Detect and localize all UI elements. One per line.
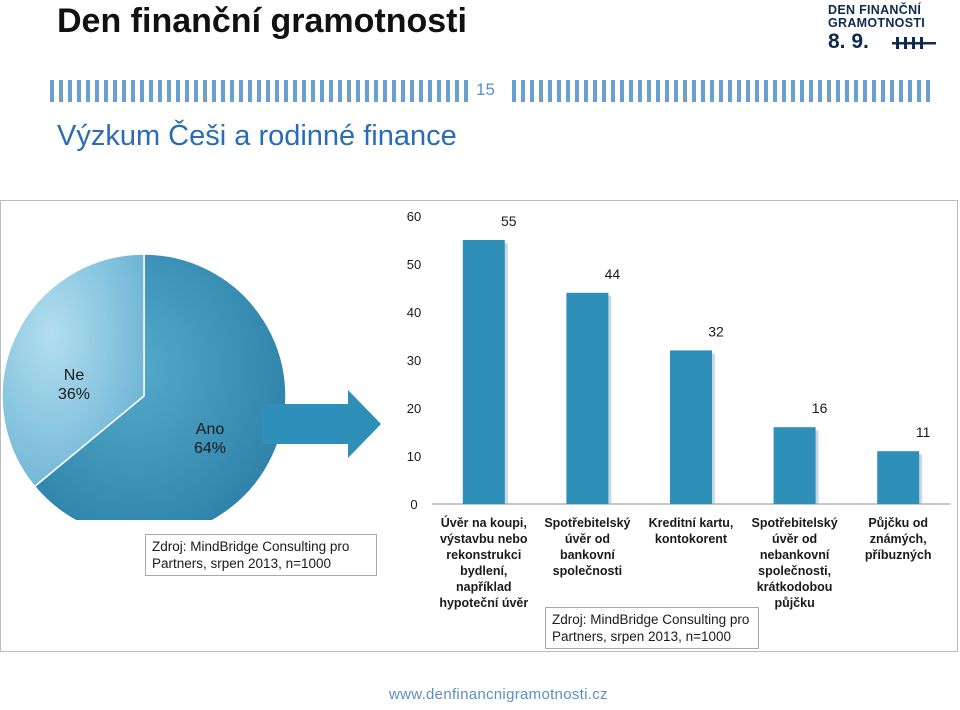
pie-slice-ne [1, 253, 145, 488]
bar-value-label: 16 [812, 400, 828, 416]
y-tick-label: 0 [410, 497, 417, 512]
bar [566, 292, 609, 504]
pie-source-note: Zdroj: MindBridge Consulting pro Partner… [145, 534, 377, 576]
pie-slice-ano [33, 253, 287, 520]
bar [670, 350, 712, 504]
pie-label-ne-value: 36% [57, 386, 91, 403]
y-tick-label: 20 [407, 401, 421, 416]
header-stripe-left [50, 80, 470, 102]
chart-frame [0, 200, 958, 652]
x-tick-label: Kreditní kartu, kontokorent [649, 516, 734, 546]
page-title: Den finanční gramotnosti [57, 2, 467, 40]
y-tick-label: 50 [407, 257, 421, 272]
x-tick-label: Půjčku od známých, příbuzných [865, 516, 932, 562]
bar-source-note: Zdroj: MindBridge Consulting pro Partner… [545, 607, 759, 649]
x-tick-label: Spotřebitelský úvěr od nebankovní společnos… [752, 516, 838, 610]
pie-label-ano-value: 64% [193, 440, 227, 457]
bar-value-label: 11 [916, 424, 931, 440]
bar [462, 240, 505, 504]
bar [877, 451, 920, 504]
logo-tally-icon [892, 37, 936, 49]
y-tick-label: 60 [407, 209, 421, 224]
pie-label-ne-name: Ne [63, 367, 85, 384]
pie-chart [1, 253, 287, 520]
y-tick-label: 30 [407, 353, 421, 368]
bar [773, 427, 816, 504]
arrow-right-icon [262, 390, 381, 458]
logo-date: 8. 9. [828, 30, 869, 53]
bar-value-label: 55 [501, 213, 517, 229]
logo-line-2: GRAMOTNOSTI [828, 16, 926, 30]
event-logo: DEN FINANČNÍ GRAMOTNOSTI 8. 9. [828, 3, 940, 53]
pie-label-ano-name: Ano [195, 421, 225, 438]
bar-value-label: 32 [708, 323, 724, 339]
y-tick-label: 10 [407, 449, 421, 464]
x-tick-label: Úvěr na koupi, výstavbu nebo rekonstrukci b… [439, 515, 528, 610]
x-tick-label: Spotřebitelský úvěr od bankovní společnosti [544, 516, 630, 578]
pie-label-ano: Ano 64% [180, 420, 240, 458]
footer-url: www.denfinancnigramotnosti.cz [389, 686, 608, 703]
header-stripe-right [512, 80, 932, 102]
slide-subtitle: Výzkum Češi a rodinné finance [57, 120, 457, 152]
page-number: 15 [476, 80, 495, 99]
pie-label-ne: Ne 36% [44, 366, 104, 404]
bar-value-label: 44 [605, 266, 621, 282]
y-tick-label: 40 [407, 305, 421, 320]
logo-line-1: DEN FINANČNÍ [828, 3, 922, 17]
